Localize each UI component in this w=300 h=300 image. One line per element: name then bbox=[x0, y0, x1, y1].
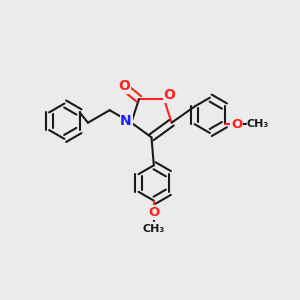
Text: CH₃: CH₃ bbox=[246, 119, 269, 129]
Text: N: N bbox=[120, 114, 132, 128]
Text: O: O bbox=[118, 80, 130, 93]
Text: O: O bbox=[163, 88, 175, 103]
Text: O: O bbox=[148, 206, 160, 219]
Text: CH₃: CH₃ bbox=[143, 224, 165, 234]
Text: O: O bbox=[231, 118, 242, 131]
